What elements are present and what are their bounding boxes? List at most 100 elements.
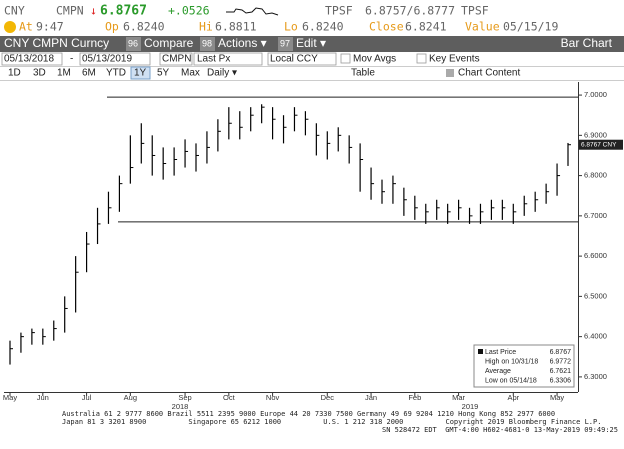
input[interactable] xyxy=(267,52,337,66)
period-tab[interactable]: 1D xyxy=(8,68,21,79)
x-tick-label: Mar xyxy=(452,393,465,402)
ticker: CNY xyxy=(4,4,25,18)
y-tick-label: 6.9000 xyxy=(584,130,607,139)
input[interactable] xyxy=(1,52,63,66)
value-label: Value xyxy=(465,20,500,34)
key xyxy=(278,37,293,51)
y-tick-label: 6.5000 xyxy=(584,291,607,300)
x-tick-label: May xyxy=(550,393,564,402)
tpsf: TPSF xyxy=(461,4,489,18)
input[interactable] xyxy=(79,52,151,66)
icon xyxy=(446,69,454,77)
x-tick-label: Aug xyxy=(124,393,137,402)
checkbox[interactable] xyxy=(340,53,351,64)
period-tab[interactable]: 3D xyxy=(33,68,46,79)
table-button[interactable]: Table xyxy=(351,68,375,79)
chart-content[interactable]: Chart Content xyxy=(458,68,520,79)
key xyxy=(200,37,215,51)
key xyxy=(126,37,141,51)
input[interactable] xyxy=(193,52,263,66)
period-tab[interactable]: 5Y xyxy=(157,68,170,79)
footer-line: SN 528472 EDT GMT-4:00 H602-4681-0 13-Ma… xyxy=(382,426,618,434)
value-date: 05/15/19 xyxy=(503,20,558,34)
actions-menu[interactable]: Actions ▾ xyxy=(218,36,267,50)
year-label: 2019 xyxy=(462,402,479,411)
key-events: Key Events xyxy=(429,54,480,65)
y-tick-label: 6.8000 xyxy=(584,171,607,180)
legend-label: Average xyxy=(485,368,511,375)
last-price-box xyxy=(579,139,623,150)
legend-label: High on 10/31/18 xyxy=(485,358,538,365)
time: 9:47 xyxy=(36,20,64,34)
start-date: 05/13/2018 xyxy=(4,54,54,65)
edit-menu[interactable]: Edit ▾ xyxy=(296,36,326,50)
x-tick-label: Oct xyxy=(223,393,236,402)
dash: - xyxy=(70,54,73,65)
y-tick-label: 6.4000 xyxy=(584,332,607,341)
legend-label: Low on 05/14/18 xyxy=(485,377,537,384)
period-tab[interactable]: 1Y xyxy=(134,68,147,79)
key-label: 98 xyxy=(202,38,212,48)
toolbar xyxy=(0,36,624,52)
currency: Local CCY xyxy=(270,54,318,65)
high: 6.8811 xyxy=(215,20,257,34)
op-label: Op xyxy=(105,20,119,34)
legend-box xyxy=(473,344,575,388)
input[interactable] xyxy=(159,52,193,66)
x-tick-label: Nov xyxy=(266,393,280,402)
compare-button[interactable]: Compare xyxy=(144,36,194,50)
field: Last Px xyxy=(197,54,230,65)
period-tab[interactable]: Max xyxy=(181,68,200,79)
y-tick-label: 7.0000 xyxy=(584,90,607,99)
year-label: 2018 xyxy=(172,402,189,411)
x-tick-label: Feb xyxy=(408,393,421,402)
sparkline xyxy=(226,7,279,16)
legend-value: 6.7621 xyxy=(550,368,572,375)
hi-label: Hi xyxy=(199,20,213,34)
x-tick-label: Dec xyxy=(321,393,335,402)
x-tick-label: Apr xyxy=(507,393,519,402)
checkbox[interactable] xyxy=(416,53,427,64)
view-name: Bar Chart xyxy=(561,36,613,50)
legend-label: Last Price xyxy=(485,349,516,356)
source: CMPN xyxy=(56,4,84,18)
tab-selected xyxy=(130,66,151,80)
y-tick-label: 6.3000 xyxy=(584,372,607,381)
at-label: At xyxy=(19,20,33,34)
legend-swatch xyxy=(478,349,483,354)
x-tick-label: Sep xyxy=(178,393,191,402)
legend-value: 6.3306 xyxy=(550,377,572,384)
legend-value: 6.9772 xyxy=(550,358,572,365)
security: CNY CMPN Curncy xyxy=(4,36,109,50)
change: +.0526 xyxy=(168,4,210,18)
footer-line: Japan 81 3 3201 8900 Singapore 65 6212 1… xyxy=(62,418,601,426)
y-tick-label: 6.6000 xyxy=(584,251,607,260)
y-tick-label: 6.7000 xyxy=(584,211,607,220)
low: 6.8240 xyxy=(302,20,344,34)
period-tab[interactable]: YTD xyxy=(106,68,126,79)
source-field: CMPN xyxy=(162,54,191,65)
lo-label: Lo xyxy=(284,20,298,34)
mov-avgs: Mov Avgs xyxy=(353,54,396,65)
bid-ask: 6.8757/6.8777 xyxy=(365,4,455,18)
open: 6.8240 xyxy=(123,20,165,34)
last-price-label: 6.8767 CNY xyxy=(581,141,617,148)
end-date: 05/13/2019 xyxy=(82,54,132,65)
x-tick-label: Jun xyxy=(37,393,49,402)
tpsf: TPSF xyxy=(325,4,353,18)
legend-value: 6.8767 xyxy=(550,349,572,356)
period-tab[interactable]: 1M xyxy=(57,68,71,79)
arrow: ↓ xyxy=(90,4,97,18)
last-price: 6.8767 xyxy=(100,4,147,19)
footer-line: Australia 61 2 9777 8600 Brazil 5511 239… xyxy=(62,410,555,418)
x-tick-label: Jul xyxy=(82,393,92,402)
key-label: 96 xyxy=(128,38,138,48)
x-tick-label: May xyxy=(3,393,17,402)
key-label: 97 xyxy=(280,38,290,48)
close: 6.8241 xyxy=(405,20,447,34)
period-tab[interactable]: 6M xyxy=(82,68,96,79)
frequency[interactable]: Daily ▾ xyxy=(207,68,237,79)
close-label: Close xyxy=(369,20,404,34)
icon[interactable] xyxy=(4,21,16,33)
